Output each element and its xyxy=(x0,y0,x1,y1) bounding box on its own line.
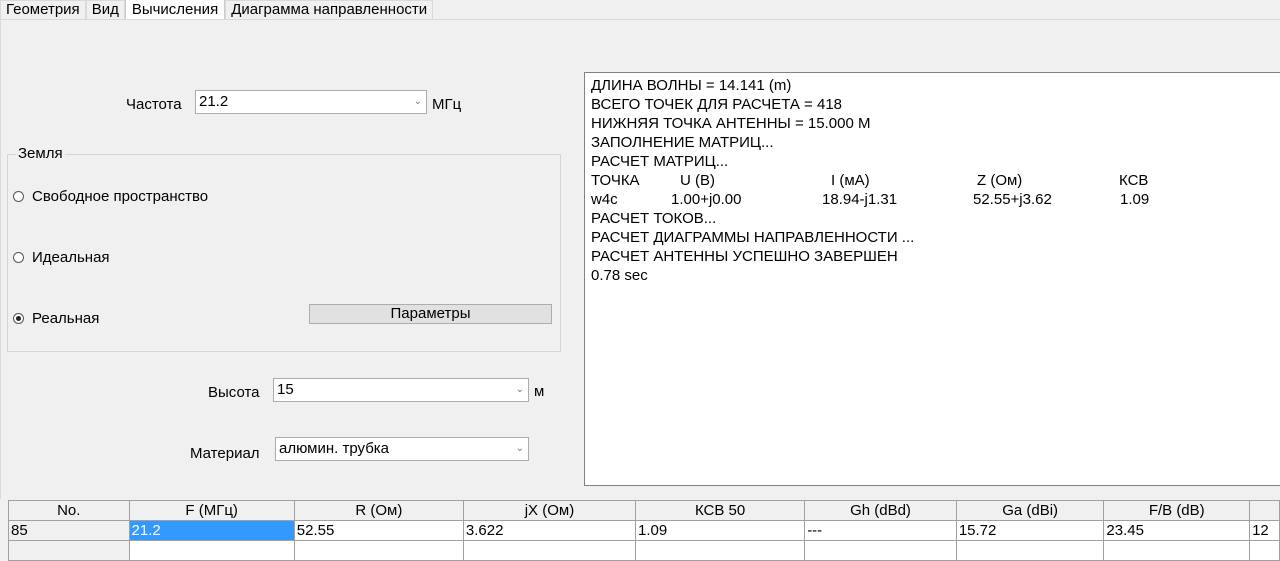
table-cell[interactable] xyxy=(1103,540,1251,561)
table-row[interactable] xyxy=(8,540,1280,561)
calculation-log[interactable]: ДЛИНА ВОЛНЫ = 14.141 (m) ВСЕГО ТОЧЕК ДЛЯ… xyxy=(584,72,1280,486)
height-label: Высота xyxy=(208,384,260,401)
radio-label: Реальная xyxy=(32,310,100,327)
column-header[interactable]: Gh (dBd) xyxy=(804,500,957,521)
table-cell[interactable]: 52.55 xyxy=(293,520,464,541)
log-value-cell: w4c xyxy=(591,191,618,208)
calculations-panel xyxy=(0,19,1280,499)
chevron-down-icon: ⌄ xyxy=(515,384,524,395)
radio-checked-icon xyxy=(13,313,24,324)
column-header[interactable]: КСВ 50 xyxy=(635,500,806,521)
log-header-cell: ТОЧКА xyxy=(591,172,640,189)
frequency-unit: МГц xyxy=(432,96,462,113)
height-unit: м xyxy=(534,383,545,400)
table-cell[interactable] xyxy=(293,540,464,561)
frequency-label: Частота xyxy=(126,96,182,113)
height-value: 15 xyxy=(277,381,294,398)
tab-calculations[interactable]: Вычисления xyxy=(124,0,226,19)
log-line: РАСЧЕТ АНТЕННЫ УСПЕШНО ЗАВЕРШЕН xyxy=(591,248,898,265)
height-combo[interactable]: 15 ⌄ xyxy=(273,378,529,402)
radio-ideal[interactable]: Идеальная xyxy=(13,249,110,266)
column-header[interactable]: jX (Ом) xyxy=(462,500,637,521)
log-value-cell: 18.94-j1.31 xyxy=(822,191,898,208)
column-header[interactable]: No. xyxy=(8,500,130,521)
ground-group xyxy=(7,154,561,352)
table-cell[interactable] xyxy=(955,540,1105,561)
column-header[interactable]: F/B (dB) xyxy=(1103,500,1251,521)
table-cell[interactable]: 12 xyxy=(1249,520,1280,541)
log-value-cell: 1.00+j0.00 xyxy=(671,191,742,208)
table-cell[interactable]: 21.2 xyxy=(128,520,295,541)
table-header: No. F (МГц) R (Ом) jX (Ом) КСВ 50 Gh (dBd) Ga … xyxy=(8,500,1280,521)
radio-free-space[interactable]: Свободное пространство xyxy=(13,188,208,205)
log-value-cell: 52.55+j3.62 xyxy=(973,191,1052,208)
log-line: РАСЧЕТ ТОКОВ... xyxy=(591,210,717,227)
log-header-cell: КСВ xyxy=(1119,172,1149,189)
table-row[interactable]: 85 21.2 52.55 3.622 1.09 --- 15.72 23.45 12 xyxy=(8,520,1280,541)
log-header-cell: I (мА) xyxy=(831,172,870,189)
tab-bar: Геометрия Вид Вычисления Диаграмма напра… xyxy=(0,0,434,20)
table-cell[interactable] xyxy=(462,540,637,561)
row-number[interactable]: 85 xyxy=(8,520,130,541)
log-line: НИЖНЯЯ ТОЧКА АНТЕННЫ = 15.000 М xyxy=(591,115,871,132)
radio-label: Идеальная xyxy=(32,249,110,266)
log-header-cell: U (В) xyxy=(680,172,715,189)
row-number[interactable] xyxy=(8,540,130,561)
column-header[interactable]: F (МГц) xyxy=(128,500,295,521)
log-line: ВСЕГО ТОЧЕК ДЛЯ РАСЧЕТА = 418 xyxy=(591,96,843,113)
log-line: ЗАПОЛНЕНИЕ МАТРИЦ... xyxy=(591,134,774,151)
table-cell[interactable]: 23.45 xyxy=(1103,520,1251,541)
results-table: No. F (МГц) R (Ом) jX (Ом) КСВ 50 Gh (dBd) Ga … xyxy=(8,500,1280,561)
table-cell[interactable]: 1.09 xyxy=(635,520,806,541)
chevron-down-icon: ⌄ xyxy=(413,96,422,107)
table-cell[interactable]: --- xyxy=(804,520,957,541)
column-header[interactable] xyxy=(1249,500,1280,521)
log-header-cell: Z (Ом) xyxy=(977,172,1023,189)
table-cell[interactable]: 3.622 xyxy=(462,520,637,541)
log-value-cell: 1.09 xyxy=(1120,191,1150,208)
material-combo[interactable]: алюмин. трубка ⌄ xyxy=(275,437,529,461)
log-line: ДЛИНА ВОЛНЫ = 14.141 (m) xyxy=(591,77,792,94)
material-label: Материал xyxy=(190,445,260,462)
radio-icon xyxy=(13,252,24,263)
frequency-value: 21.2 xyxy=(199,93,229,110)
table-cell[interactable]: 15.72 xyxy=(955,520,1105,541)
table-cell[interactable] xyxy=(804,540,957,561)
column-header[interactable]: R (Ом) xyxy=(293,500,464,521)
log-result-values: w4c 1.00+j0.00 18.94-j1.31 52.55+j3.62 1… xyxy=(591,190,1277,209)
radio-real[interactable]: Реальная xyxy=(13,310,99,327)
log-line: РАСЧЕТ МАТРИЦ... xyxy=(591,153,729,170)
tab-geometry[interactable]: Геометрия xyxy=(0,0,86,19)
table-cell[interactable] xyxy=(635,540,806,561)
material-value: алюмин. трубка xyxy=(279,440,390,457)
log-line: 0.78 sec xyxy=(591,267,648,284)
frequency-combo[interactable]: 21.2 ⌄ xyxy=(195,90,427,114)
tab-view[interactable]: Вид xyxy=(85,0,125,19)
column-header[interactable]: Ga (dBi) xyxy=(955,500,1105,521)
radio-icon xyxy=(13,191,24,202)
radio-label: Свободное пространство xyxy=(32,188,209,205)
log-result-header: ТОЧКА U (В) I (мА) Z (Ом) КСВ xyxy=(591,171,1277,190)
parameters-button[interactable]: Параметры xyxy=(309,304,552,324)
log-line: РАСЧЕТ ДИАГРАММЫ НАПРАВЛЕННОСТИ ... xyxy=(591,229,915,246)
ground-title: Земля xyxy=(16,145,65,162)
table-cell[interactable] xyxy=(128,540,295,561)
table-cell[interactable] xyxy=(1249,540,1280,561)
tab-radiation-pattern[interactable]: Диаграмма направленности xyxy=(225,0,434,19)
chevron-down-icon: ⌄ xyxy=(515,443,524,454)
